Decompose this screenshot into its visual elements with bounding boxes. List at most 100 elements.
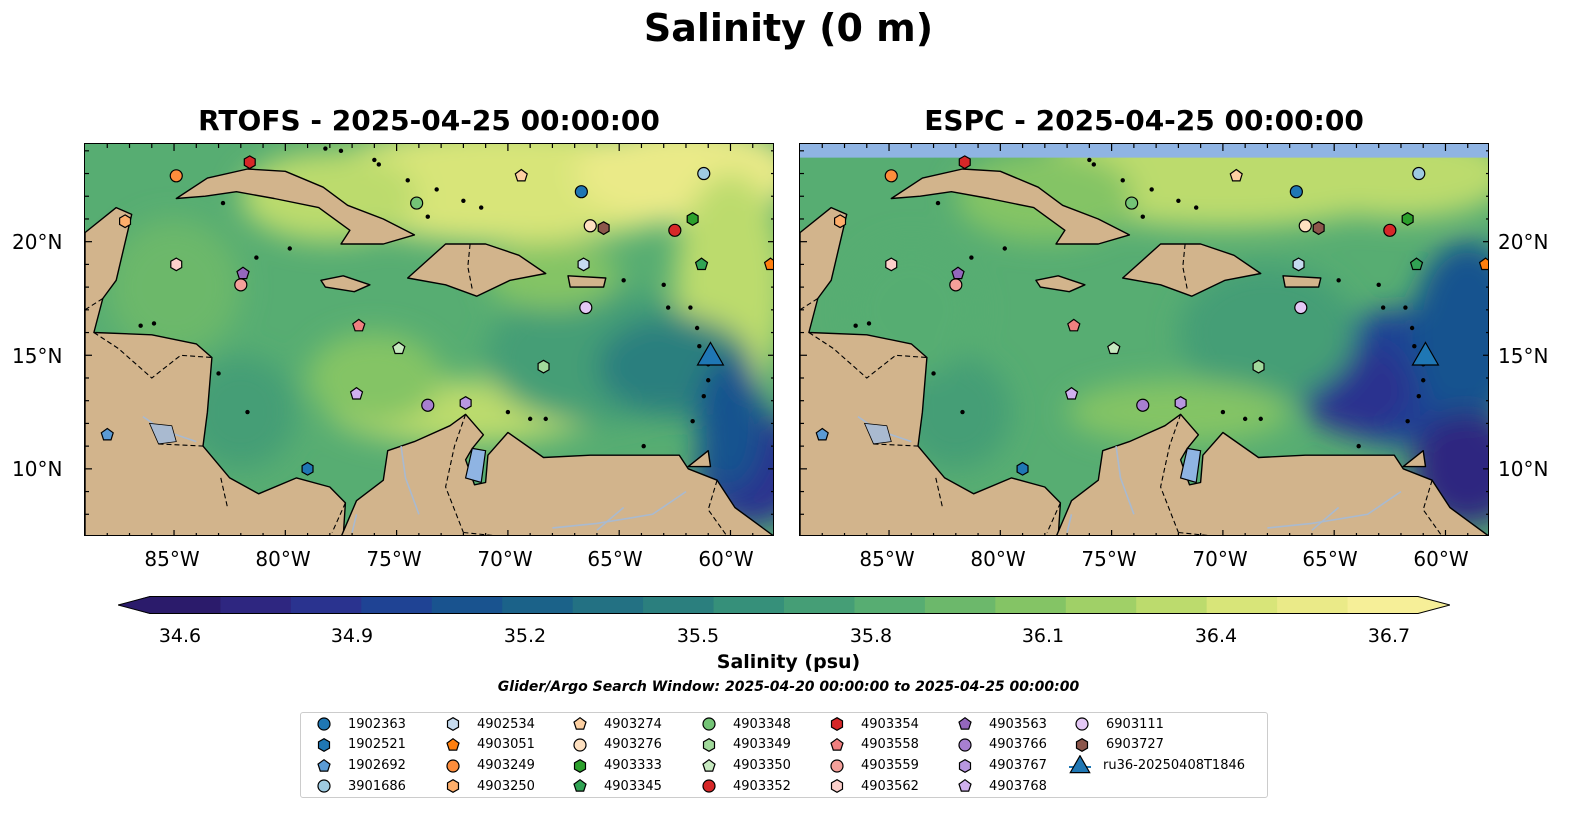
island	[935, 200, 941, 206]
legend-label: 4903354	[861, 716, 919, 732]
axis-ticks	[800, 144, 1488, 535]
legend-marker-icon	[830, 717, 844, 731]
float-4903768	[1064, 386, 1079, 400]
legend-label: 4903249	[477, 758, 535, 774]
no-data-band	[800, 144, 1488, 158]
legend-label: 4903349	[733, 737, 791, 753]
country-border	[935, 477, 944, 508]
island	[543, 416, 548, 422]
jamaica-land	[1035, 275, 1086, 293]
colorbar-segment	[1136, 596, 1208, 614]
colorbar-segment	[290, 596, 362, 614]
panel-title-espc: ESPC - 2025-04-25 00:00:00	[924, 104, 1364, 137]
legend-label: 4903563	[989, 716, 1047, 732]
legend-marker-icon	[573, 758, 587, 773]
legend-marker-icon	[1075, 737, 1089, 752]
island	[1421, 378, 1426, 383]
float-1902363	[1289, 185, 1303, 199]
legend-label: 4903767	[989, 758, 1047, 774]
colorbar-segment	[643, 596, 715, 614]
panel-title-rtofs: RTOFS - 2025-04-25 00:00:00	[198, 104, 660, 137]
lake-nicaragua	[863, 422, 892, 445]
float-1902692	[815, 427, 829, 441]
lat-tick-label: 10°N	[12, 457, 63, 481]
float-4903563	[236, 266, 250, 280]
legend-item: 4903249	[442, 757, 535, 775]
island	[960, 409, 965, 415]
southAmerica-land	[341, 413, 773, 535]
country-border	[808, 332, 927, 379]
colorbar-tick-label: 36.4	[1194, 625, 1238, 647]
float-4903562	[170, 257, 183, 272]
river	[351, 514, 358, 533]
salinity-colorbar	[118, 596, 1450, 614]
rtofs-salinity-map	[84, 143, 774, 536]
lon-tick-label: 85°W	[859, 547, 915, 571]
country-border	[85, 298, 104, 311]
salinity-field	[844, 144, 1488, 526]
island	[1416, 393, 1421, 399]
legend-item: 1902692	[313, 757, 406, 775]
lon-tick-label: 65°W	[1302, 547, 1358, 571]
espc-salinity-map	[799, 143, 1489, 536]
country-border	[331, 502, 346, 533]
legend-item: 1902363	[313, 715, 406, 733]
axis-ticks	[85, 144, 773, 535]
colorbar-segment	[1347, 596, 1419, 614]
legend-label: 4903250	[477, 778, 535, 794]
float-4903350	[1107, 341, 1121, 355]
legend-label: 4903276	[604, 737, 662, 753]
colorbar-segment	[1065, 596, 1137, 614]
island	[1409, 325, 1415, 331]
river	[1115, 445, 1135, 515]
island	[665, 305, 671, 310]
island	[688, 305, 693, 310]
float-4903352	[668, 223, 682, 237]
legend-label: 4903766	[989, 737, 1047, 753]
colorbar-segment	[713, 596, 785, 614]
country-border	[220, 477, 229, 508]
lat-tick-label: 20°N	[1498, 230, 1549, 254]
float-4903559	[949, 278, 963, 292]
legend-marker-icon	[573, 738, 587, 752]
colorbar-tick-label: 34.6	[158, 625, 202, 647]
legend-item: 4903345	[569, 777, 662, 795]
float-4902534	[577, 257, 590, 272]
island	[853, 323, 858, 328]
float-4903345	[1409, 257, 1424, 271]
country-border	[1046, 502, 1061, 533]
lon-tick-label: 60°W	[698, 547, 754, 571]
legend-marker-icon	[702, 779, 716, 793]
legend-marker-icon	[830, 758, 844, 773]
island	[1091, 162, 1097, 167]
colorbar-segment	[995, 596, 1067, 614]
legend-marker-icon	[702, 717, 716, 731]
legend-marker-icon	[446, 717, 460, 731]
colorbar-tick-label: 36.1	[1021, 625, 1065, 647]
legend-label: 6903727	[1106, 737, 1164, 753]
float-4903333	[686, 212, 699, 226]
float-4903559	[234, 278, 248, 292]
lon-tick-label: 80°W	[970, 547, 1026, 571]
island	[661, 282, 666, 288]
lon-tick-label: 75°W	[1081, 547, 1137, 571]
river	[400, 445, 420, 515]
island	[372, 157, 377, 163]
lake-nicaragua	[148, 422, 177, 445]
lat-tick-label: 20°N	[12, 230, 63, 254]
colorbar-tick-label: 35.5	[676, 625, 720, 647]
legend-marker-icon	[1075, 717, 1089, 731]
search-window-caption: Glider/Argo Search Window: 2025-04-20 00…	[497, 679, 1080, 695]
float-4903766	[1136, 398, 1150, 412]
country-border	[1160, 414, 1182, 533]
colorbar-tick-label: 35.8	[849, 625, 893, 647]
legend-label: 4903768	[989, 778, 1047, 794]
colorbar-segment	[1277, 596, 1349, 614]
legend-marker-icon	[958, 738, 972, 752]
island	[1149, 187, 1154, 192]
lon-tick-label: 75°W	[366, 547, 422, 571]
lat-tick-label: 10°N	[1498, 457, 1549, 481]
float-4903350	[392, 341, 406, 355]
hispaniola-land	[1122, 243, 1262, 297]
legend-label: 4903559	[861, 758, 919, 774]
